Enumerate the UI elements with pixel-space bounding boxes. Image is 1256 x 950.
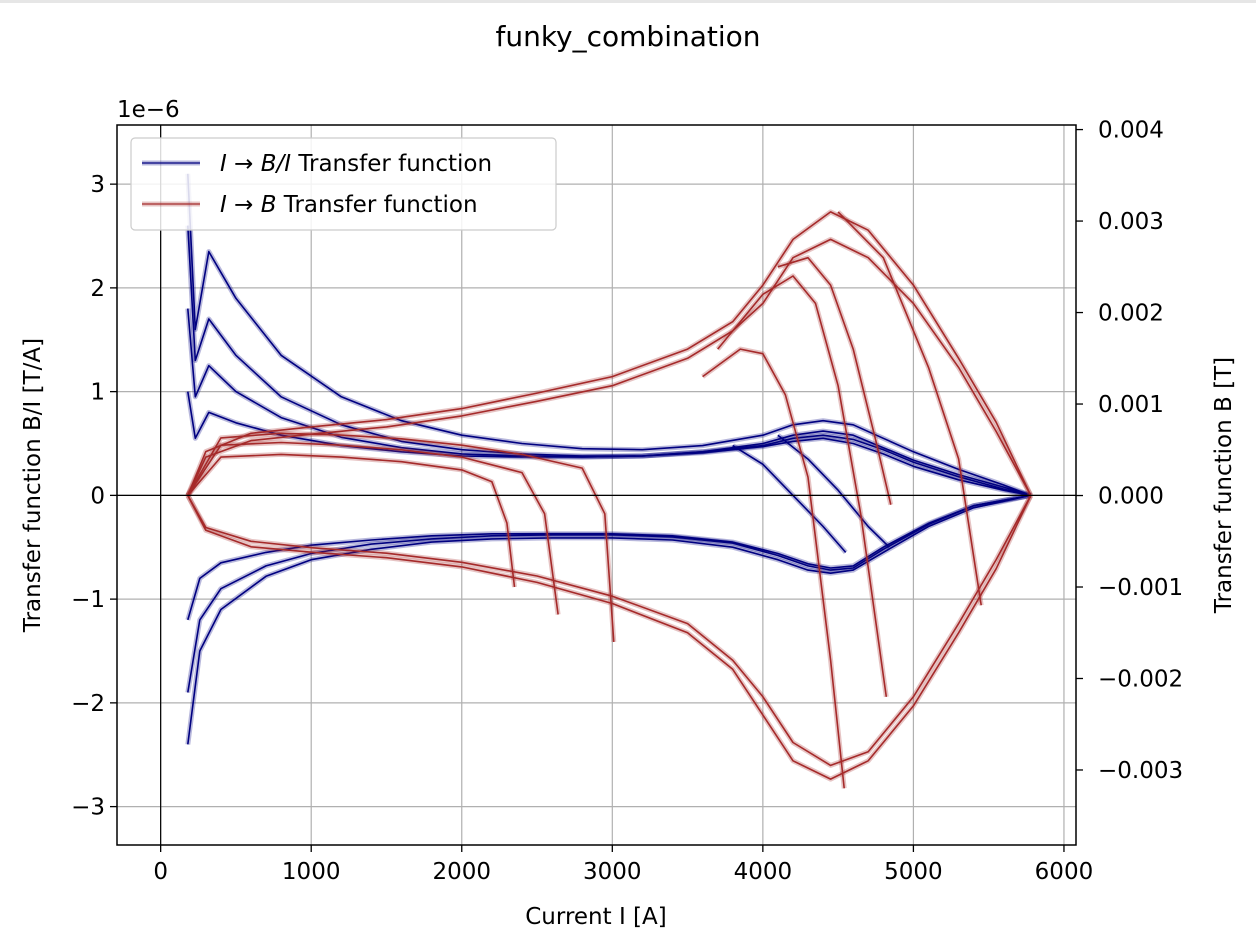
series-2-curve — [187, 211, 1032, 496]
legend-box — [130, 137, 557, 231]
x-tick-label: 0 — [153, 859, 168, 885]
right-y-axis-label: Transfer function B [T] — [1211, 357, 1237, 614]
series-1-curve — [187, 494, 1031, 693]
series-1-curve — [777, 434, 890, 548]
series-2-curve — [837, 211, 982, 606]
series-2-curve — [187, 432, 615, 642]
series-1-curve — [187, 391, 1031, 497]
series-1 — [185, 173, 1032, 745]
x-tick-label: 5000 — [884, 859, 943, 885]
right-y-tick-label: 0.001 — [1098, 392, 1164, 418]
right-y-tick-label: 0.003 — [1098, 209, 1164, 235]
series-2-curve — [187, 495, 1032, 767]
series-1-curve — [187, 494, 1031, 745]
left-axis-offset-text: 1e−6 — [117, 97, 180, 123]
series-2-curve — [187, 453, 516, 588]
series-2-curve — [187, 238, 1032, 496]
series-2-curve-halo — [715, 273, 889, 698]
right-y-tick-label: 0.004 — [1098, 118, 1164, 144]
series-1-curve-halo — [185, 308, 1032, 498]
series-2-curve — [777, 256, 892, 505]
legend-label: I → B/I Transfer function — [220, 151, 492, 177]
right-y-tick-label: −0.002 — [1098, 666, 1183, 692]
plot-area: 0 1000 2000 3000 4000 5000 6000 −3 −2 −1 0 1 2 3 −0.00… — [71, 118, 1183, 885]
left-y-axis-label: Transfer function B/I [T/A] — [20, 338, 46, 633]
legend-label: I → B Transfer function — [220, 192, 478, 218]
series-2-curve-halo — [185, 209, 1034, 497]
left-y-tick-label: −2 — [71, 691, 105, 717]
left-y-tick-label: 1 — [90, 380, 105, 406]
x-tick-label: 4000 — [734, 859, 793, 885]
right-y-tick-label: −0.001 — [1098, 575, 1183, 601]
top-border — [0, 0, 1256, 3]
left-y-tick-label: 3 — [90, 172, 105, 198]
grid-lines — [117, 125, 1076, 845]
series-1-curve — [187, 173, 1032, 497]
left-y-tick-label: 2 — [90, 276, 105, 302]
series-curves — [185, 173, 1034, 789]
series-1-curve — [187, 494, 1031, 621]
series-1-curve — [187, 308, 1031, 497]
right-y-tick-label: 0.002 — [1098, 301, 1164, 327]
series-2-curve — [717, 275, 888, 697]
right-y-tick-label: −0.003 — [1098, 758, 1183, 784]
x-tick-label: 2000 — [432, 859, 491, 885]
series-2-curve — [187, 441, 559, 615]
left-y-tick-label: 0 — [90, 483, 105, 509]
x-tick-label: 1000 — [282, 859, 341, 885]
series-2 — [185, 209, 1034, 789]
series-2-curve — [702, 348, 845, 789]
left-y-tick-label: −1 — [71, 587, 105, 613]
x-tick-label: 6000 — [1035, 859, 1094, 885]
legend: I → B/I Transfer function I → B Transfer … — [130, 137, 557, 231]
plot-frame — [116, 124, 1077, 846]
x-tick-label: 3000 — [583, 859, 642, 885]
right-y-tick-label: 0.000 — [1098, 484, 1164, 510]
left-y-tick-label: −3 — [71, 795, 105, 821]
series-2-curve — [187, 495, 1032, 780]
series-1-curve-halo — [731, 443, 848, 555]
series-2-curve-halo — [836, 210, 984, 606]
chart-title: funky_combination — [495, 20, 760, 53]
x-axis-label: Current I [A] — [525, 904, 666, 930]
